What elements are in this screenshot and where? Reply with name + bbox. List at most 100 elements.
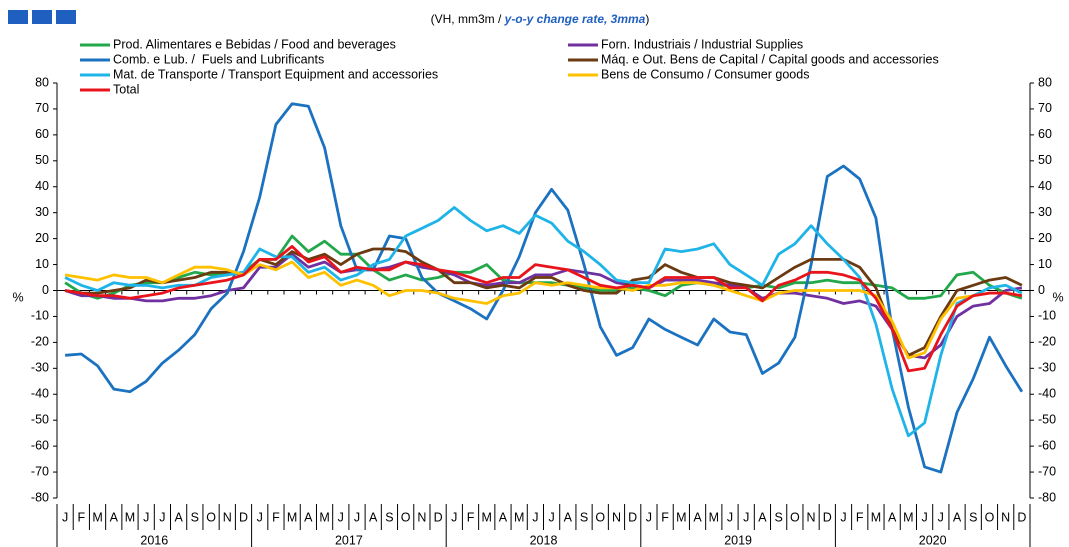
year-label: 2020 [919,533,947,547]
x-tick-label: J [338,510,344,524]
year-label: 2018 [530,533,558,547]
y2-tick-label: 80 [1038,75,1052,89]
x-tick-label: F [661,510,669,524]
x-tick-label: O [790,510,800,524]
y2-tick-label: -80 [1038,490,1056,504]
y2-tick-label: -30 [1038,361,1056,375]
y-tick-label: 20 [35,231,49,245]
x-tick-label: A [693,510,702,524]
y-tick-label: -20 [31,335,49,349]
y-tick-label: -40 [31,387,49,401]
y2-tick-label: -20 [1038,335,1056,349]
y2-tick-label: 30 [1038,205,1052,219]
y2-tick-label: 60 [1038,127,1052,141]
logo-block [32,10,52,24]
legend-label: Total [113,82,139,96]
x-tick-label: N [1001,510,1010,524]
y2-tick-label: -40 [1038,387,1056,401]
x-tick-label: F [467,510,475,524]
x-tick-label: M [903,510,913,524]
y-tick-label: 30 [35,205,49,219]
y2-tick-label: -60 [1038,438,1056,452]
year-label: 2019 [724,533,752,547]
y2-tick-label: 50 [1038,153,1052,167]
y-tick-label: 60 [35,127,49,141]
x-tick-label: S [191,510,199,524]
x-tick-label: M [125,510,135,524]
y-tick-label: -30 [31,361,49,375]
y-tick-label: 80 [35,75,49,89]
x-tick-label: O [595,510,605,524]
x-tick-label: O [206,510,216,524]
x-tick-label: J [257,510,263,524]
x-tick-label: J [159,510,165,524]
x-tick-label: A [174,510,183,524]
x-tick-label: N [612,510,621,524]
series-line [64,247,1023,357]
x-tick-label: J [532,510,538,524]
x-tick-label: N [223,510,232,524]
x-tick-label: A [888,510,897,524]
year-label: 2017 [335,533,363,547]
y-tick-label: 50 [35,153,49,167]
y2-tick-label: 20 [1038,231,1052,245]
x-tick-label: J [62,510,68,524]
logo-block [8,10,28,24]
series-line [64,102,1024,474]
x-tick-label: S [774,510,782,524]
legend-label: Prod. Alimentares e Bebidas / Food and b… [113,37,396,51]
series-line [64,260,1023,360]
subtitle: (VH, mm3m / y-o-y change rate, 3mma) [431,12,650,26]
x-tick-label: J [921,510,927,524]
series-line [64,245,1023,373]
x-tick-label: D [1017,510,1026,524]
x-tick-label: J [938,510,944,524]
x-tick-label: M [482,510,492,524]
y-tick-label: -60 [31,438,49,452]
y-tick-label: -10 [31,309,49,323]
x-tick-label: S [385,510,393,524]
x-tick-label: J [743,510,749,524]
y-tick-label: -70 [31,464,49,478]
x-tick-label: N [807,510,816,524]
x-tick-label: J [840,510,846,524]
y-axis-label: % [12,290,23,304]
x-tick-label: D [434,510,443,524]
y2-tick-label: 10 [1038,257,1052,271]
x-tick-label: J [451,510,457,524]
y-tick-label: 70 [35,101,49,115]
y2-tick-label: -10 [1038,309,1056,323]
y-tick-label: 10 [35,257,49,271]
x-tick-label: S [580,510,588,524]
legend-label: Máq. e Out. Bens de Capital / Capital go… [601,52,939,66]
x-tick-label: D [239,510,248,524]
x-tick-label: A [110,510,119,524]
series-line [64,206,1023,438]
y2-tick-label: -70 [1038,464,1056,478]
year-label: 2016 [140,533,168,547]
subtitle-part: y-o-y change rate, 3mma [504,12,646,26]
y2-axis-label: % [1052,290,1063,304]
series-line [64,252,1023,360]
x-tick-label: F [856,510,864,524]
y2-tick-label: -50 [1038,412,1056,426]
x-tick-label: A [758,510,767,524]
legend-label: Comb. e Lub. / Fuels and Lubrificants [113,52,324,66]
x-tick-label: M [709,510,719,524]
subtitle-part: ) [645,12,649,26]
y-tick-label: 40 [35,179,49,193]
x-tick-label: M [92,510,102,524]
x-tick-label: M [871,510,881,524]
y-tick-label: -50 [31,412,49,426]
legend-label: Mat. de Transporte / Transport Equipment… [113,67,438,81]
x-tick-label: O [985,510,995,524]
x-tick-label: F [272,510,280,524]
y2-tick-label: 0 [1038,283,1045,297]
x-tick-label: M [514,510,524,524]
x-tick-label: A [499,510,508,524]
x-tick-label: J [646,510,652,524]
x-tick-label: A [564,510,573,524]
x-tick-label: D [628,510,637,524]
y-tick-label: -80 [31,490,49,504]
